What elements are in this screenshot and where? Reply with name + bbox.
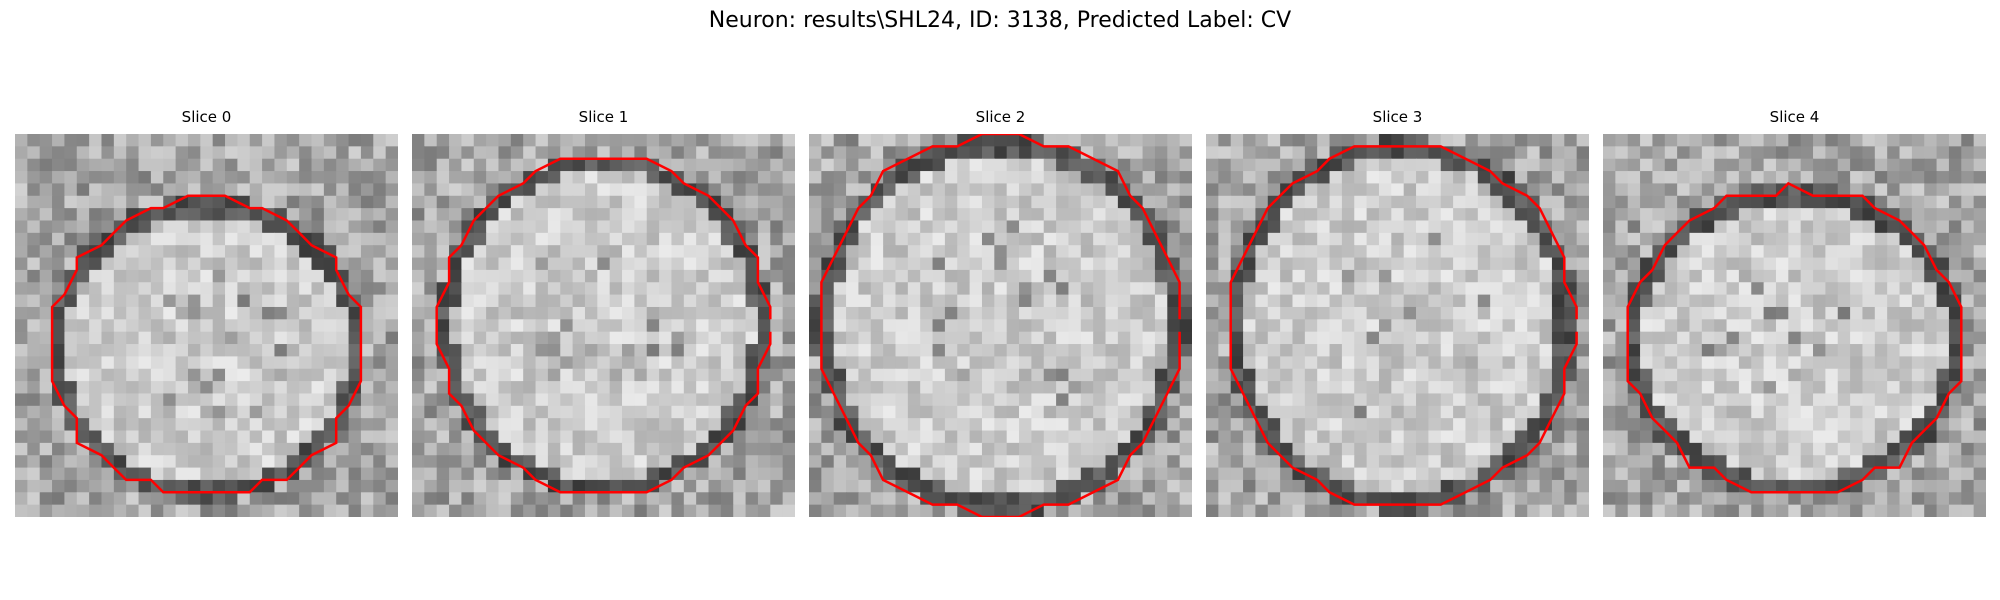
contour-line bbox=[820, 134, 1181, 517]
slice-title: Slice 2 bbox=[975, 108, 1026, 126]
contour-line bbox=[435, 157, 772, 494]
slice-panel-1: Slice 1 bbox=[412, 108, 795, 518]
slice-title: Slice 0 bbox=[181, 108, 232, 126]
slice-title: Slice 4 bbox=[1769, 108, 1820, 126]
slice-image bbox=[1603, 134, 1986, 517]
contour-line bbox=[50, 194, 363, 494]
contour-line bbox=[1229, 145, 1578, 506]
figure-title: Neuron: results\SHL24, ID: 3138, Predict… bbox=[708, 8, 1292, 33]
slice-panel-0: Slice 0 bbox=[15, 108, 398, 518]
slice-title: Slice 3 bbox=[1372, 108, 1423, 126]
slice-title: Slice 1 bbox=[578, 108, 629, 126]
slice-image bbox=[1206, 134, 1589, 517]
slice-image bbox=[809, 134, 1192, 517]
slice-panel-4: Slice 4 bbox=[1603, 108, 1986, 518]
slice-panel-2: Slice 2 bbox=[809, 108, 1192, 518]
slice-image bbox=[15, 134, 398, 517]
contour-line bbox=[1626, 181, 1963, 494]
slice-panel-3: Slice 3 bbox=[1206, 108, 1589, 518]
slice-image bbox=[412, 134, 795, 517]
